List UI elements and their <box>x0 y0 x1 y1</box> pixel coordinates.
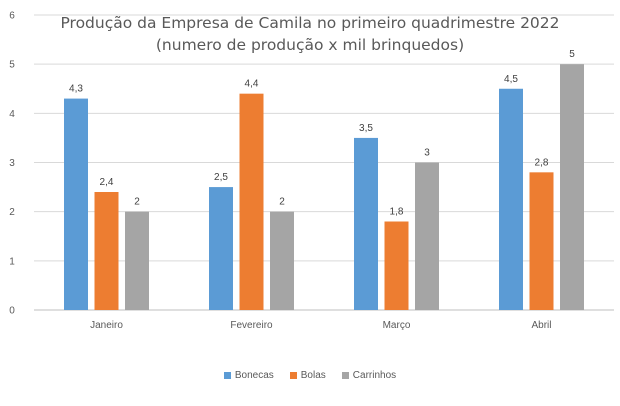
bar-bolas-3 <box>384 221 409 310</box>
y-tick-label: 6 <box>9 11 15 22</box>
x-tick-label: Março <box>383 320 411 331</box>
legend-label-bolas: Bolas <box>300 370 326 381</box>
y-tick-label: 1 <box>9 256 15 267</box>
chart-title: Produção da Empresa de Camila no primeir… <box>40 12 580 56</box>
bars <box>64 64 584 311</box>
bar-bonecas-2 <box>209 187 233 310</box>
bar-carrinhos-2 <box>270 211 294 310</box>
data-label: 2,5 <box>214 172 228 183</box>
legend-swatch-bonecas <box>223 372 231 379</box>
data-label: 5 <box>569 49 575 60</box>
bar-carrinhos-4 <box>560 64 584 311</box>
bar-bonecas-4 <box>499 88 523 310</box>
gridlines <box>34 14 614 311</box>
y-tick-label: 3 <box>9 158 15 169</box>
bar-bolas-2 <box>239 93 264 311</box>
chart-title-line2: (numero de produção x mil brinquedos) <box>155 36 465 54</box>
y-axis-ticks: 0 1 2 3 4 5 6 <box>9 11 15 317</box>
legend-swatch-carrinhos <box>341 372 349 379</box>
x-axis-ticks: Janeiro Fevereiro Março Abril <box>90 320 551 331</box>
legend-item-carrinhos: Carrinhos <box>341 370 397 381</box>
x-tick-label: Fevereiro <box>230 320 273 331</box>
legend-label-carrinhos: Carrinhos <box>352 370 397 381</box>
data-labels: 4,3 2,4 2 2,5 4,4 2 3,5 1,8 3 4,5 2,8 5 <box>69 49 575 217</box>
data-label: 3,5 <box>359 123 373 134</box>
legend-item-bolas: Bolas <box>289 370 326 381</box>
bar-bolas-4 <box>529 172 554 310</box>
data-label: 2 <box>279 197 285 208</box>
x-tick-label: Abril <box>531 320 551 331</box>
data-label: 4,5 <box>504 74 518 85</box>
bar-bolas-1 <box>94 192 119 310</box>
bar-bonecas-1 <box>64 98 88 310</box>
bar-carrinhos-3 <box>415 162 439 310</box>
data-label: 4,4 <box>245 79 259 90</box>
y-tick-label: 2 <box>9 207 15 218</box>
bar-bonecas-3 <box>354 137 378 310</box>
y-tick-label: 4 <box>9 109 15 120</box>
data-label: 2,4 <box>100 177 114 188</box>
legend-item-bonecas: Bonecas <box>223 370 274 381</box>
data-label: 1,8 <box>390 207 404 218</box>
data-label: 3 <box>424 148 430 159</box>
x-tick-label: Janeiro <box>90 320 123 331</box>
data-label: 4,3 <box>69 84 83 95</box>
legend-label-bonecas: Bonecas <box>234 370 274 381</box>
legend: Bonecas Bolas Carrinhos <box>0 370 620 381</box>
data-label: 2,8 <box>535 157 549 168</box>
y-tick-label: 5 <box>9 60 15 71</box>
data-label: 2 <box>134 197 140 208</box>
legend-swatch-bolas <box>289 372 297 379</box>
y-tick-label: 0 <box>9 306 15 317</box>
bar-carrinhos-1 <box>125 211 149 310</box>
chart-title-line1: Produção da Empresa de Camila no primeir… <box>60 14 560 32</box>
